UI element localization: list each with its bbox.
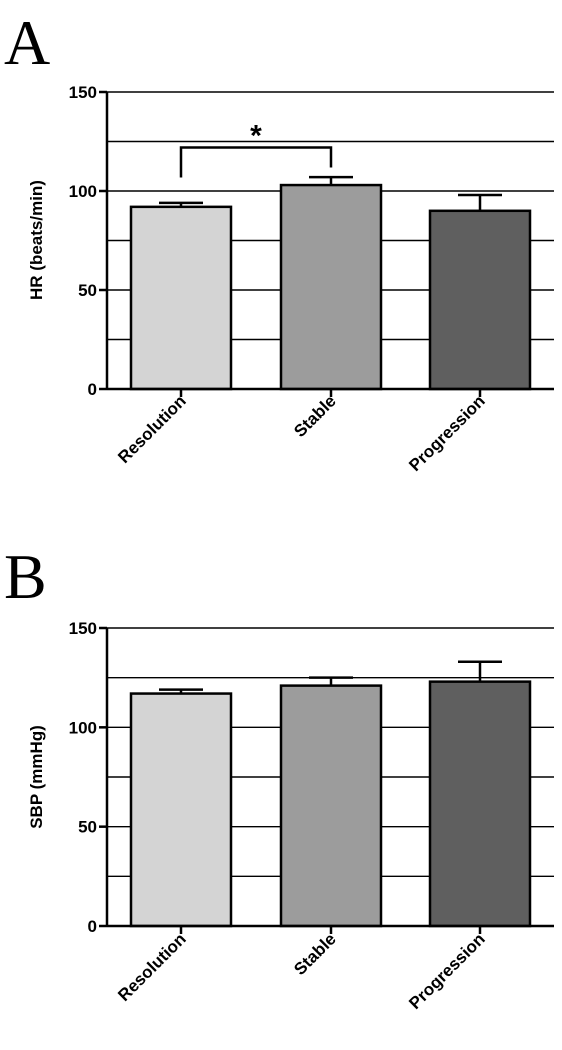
panel-a-y-tick-label: 0 bbox=[88, 380, 97, 399]
panel-a: A HR (beats/min) 0 50 100 150 Resolution Stab… bbox=[4, 7, 554, 475]
panel-b: B SBP (mmHg) 0 50 100 150 Resolution Stable Pr… bbox=[4, 541, 554, 1013]
panel-a-letter: A bbox=[4, 7, 50, 78]
panel-a-bar-resolution bbox=[129, 205, 233, 391]
panel-a-significance-bracket bbox=[179, 146, 333, 178]
panel-b-letter: B bbox=[4, 541, 47, 612]
panel-b-y-tick-label: 100 bbox=[69, 718, 97, 737]
panel-a-bar-progression bbox=[428, 209, 532, 391]
panel-b-bar-stable bbox=[279, 684, 383, 928]
panel-a-significance-label: * bbox=[250, 119, 262, 152]
panel-b-bar-progression bbox=[428, 680, 532, 928]
panel-b-category-label-progression: Progression bbox=[405, 929, 489, 1013]
panel-b-y-tick-label: 150 bbox=[69, 619, 97, 638]
panel-b-y-tick-label: 0 bbox=[88, 917, 97, 936]
panel-a-y-tick-label: 100 bbox=[69, 182, 97, 201]
panel-b-y-tick-label: 50 bbox=[78, 818, 97, 837]
panel-a-category-label-resolution: Resolution bbox=[114, 391, 190, 467]
panel-a-category-label-progression: Progression bbox=[405, 391, 489, 475]
panel-b-bar-resolution bbox=[129, 692, 233, 928]
panel-a-y-tick-label: 150 bbox=[69, 83, 97, 102]
panel-b-category-label-resolution: Resolution bbox=[114, 929, 190, 1005]
panel-b-category-label-stable: Stable bbox=[290, 929, 340, 979]
panel-a-y-tick-label: 50 bbox=[78, 281, 97, 300]
panel-a-bar-stable bbox=[279, 183, 383, 391]
panel-b-y-axis-title: SBP (mmHg) bbox=[27, 725, 46, 829]
panel-a-y-axis-title: HR (beats/min) bbox=[27, 180, 46, 300]
panel-a-category-label-stable: Stable bbox=[290, 391, 340, 441]
